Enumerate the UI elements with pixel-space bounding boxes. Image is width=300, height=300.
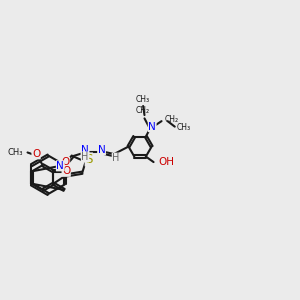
Text: CH₃: CH₃ — [135, 95, 149, 104]
Text: H: H — [81, 152, 89, 162]
Text: CH₃: CH₃ — [177, 123, 191, 132]
Text: O: O — [61, 158, 70, 167]
Text: N: N — [148, 122, 156, 132]
Text: H: H — [112, 153, 120, 163]
Text: O: O — [62, 166, 70, 176]
Text: S: S — [85, 153, 93, 166]
Text: CH₂: CH₂ — [164, 115, 178, 124]
Text: CH₂: CH₂ — [136, 106, 150, 115]
Text: N: N — [81, 145, 89, 155]
Text: OH: OH — [158, 157, 175, 167]
Text: N: N — [56, 161, 64, 171]
Text: O: O — [32, 149, 40, 159]
Text: CH₃: CH₃ — [8, 148, 23, 157]
Text: N: N — [98, 145, 105, 155]
